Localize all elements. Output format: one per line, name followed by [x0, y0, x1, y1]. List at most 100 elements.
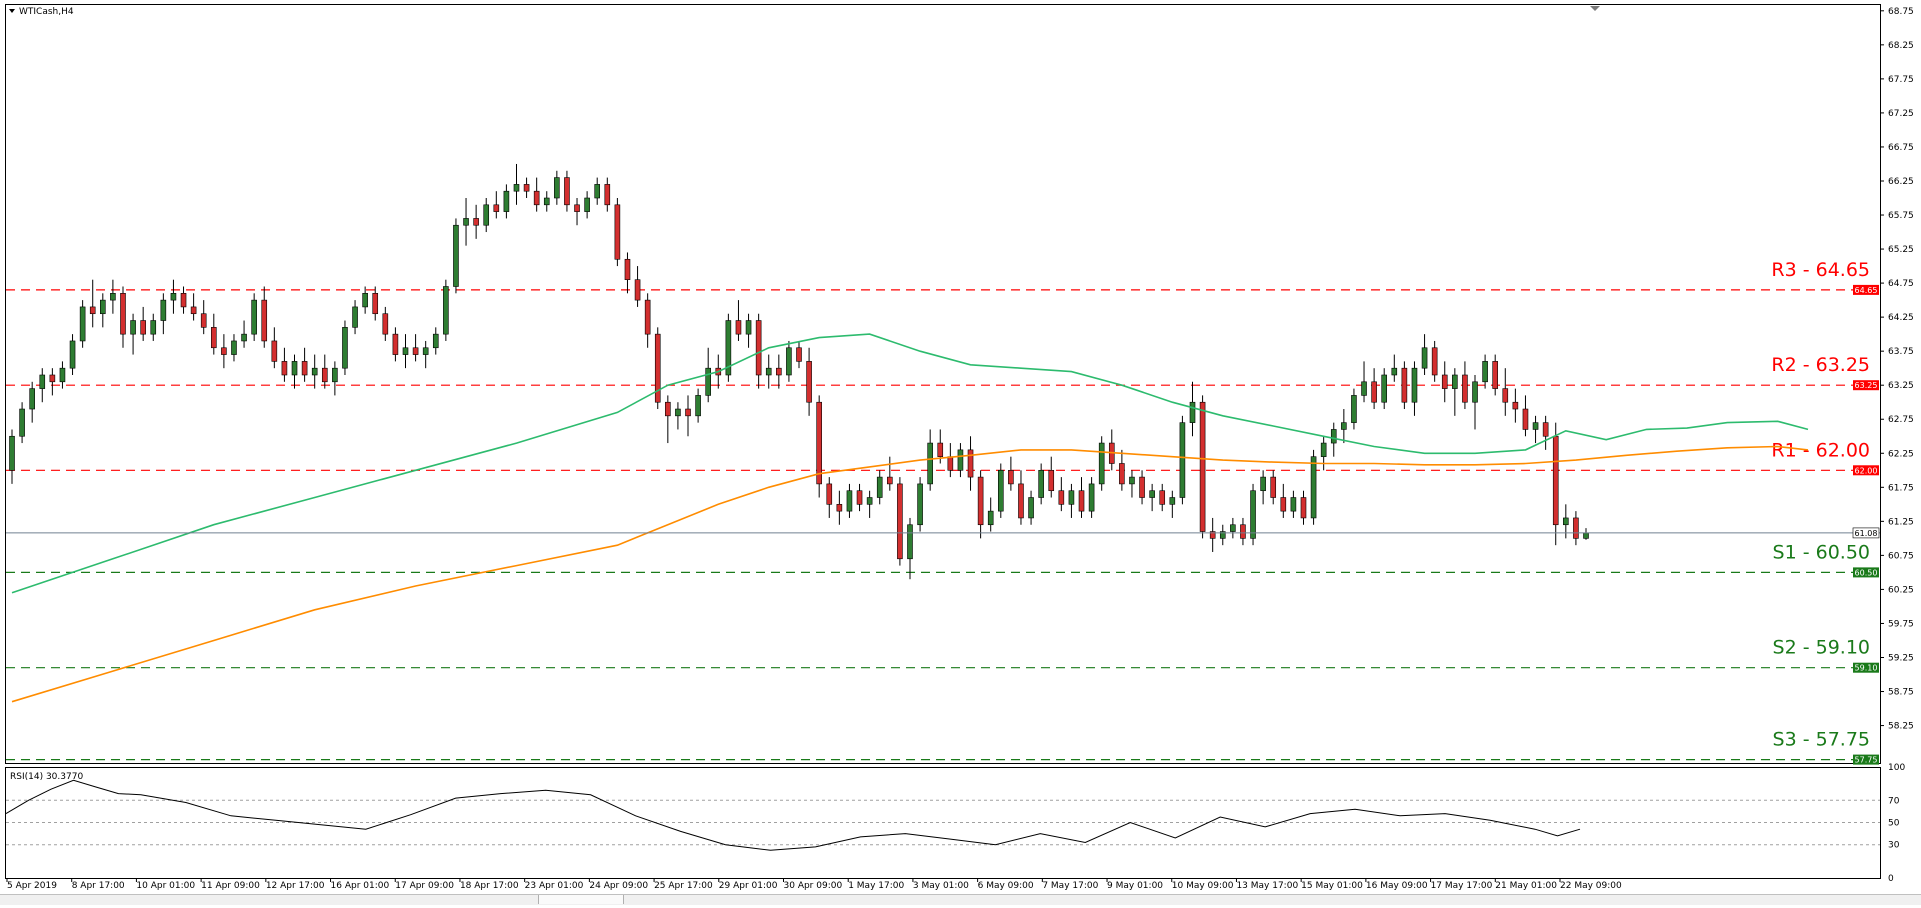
candle[interactable] [342, 320, 348, 375]
candle[interactable] [786, 340, 792, 382]
candle[interactable] [1341, 409, 1347, 444]
candle[interactable] [1310, 449, 1317, 525]
candle[interactable] [352, 300, 358, 335]
candle[interactable] [1129, 470, 1135, 498]
candle[interactable] [665, 395, 671, 444]
candle[interactable] [897, 477, 903, 566]
candle[interactable] [251, 293, 257, 341]
candle[interactable] [846, 483, 853, 518]
candle[interactable] [1159, 483, 1166, 512]
candle[interactable] [59, 361, 66, 389]
candle[interactable] [241, 320, 247, 348]
candle[interactable] [735, 300, 742, 341]
candle[interactable] [695, 388, 701, 423]
candle[interactable] [1209, 517, 1216, 552]
candle[interactable] [543, 191, 550, 212]
candle[interactable] [200, 300, 207, 335]
candle[interactable] [917, 477, 923, 532]
candle[interactable] [654, 327, 661, 410]
candle[interactable] [100, 293, 106, 328]
candle[interactable] [1068, 483, 1075, 518]
candle[interactable] [271, 327, 278, 369]
candle[interactable] [987, 497, 994, 532]
candle[interactable] [1573, 511, 1579, 546]
candle[interactable] [150, 313, 157, 341]
candle[interactable] [1330, 422, 1337, 457]
candle[interactable] [634, 266, 641, 307]
candle[interactable] [210, 313, 217, 355]
candle[interactable] [1149, 483, 1155, 512]
candle[interactable] [745, 313, 752, 348]
candle[interactable] [1351, 388, 1357, 430]
candle[interactable] [372, 286, 379, 321]
candle[interactable] [997, 463, 1004, 518]
candle[interactable] [29, 381, 35, 423]
candle[interactable] [120, 286, 126, 348]
candle[interactable] [160, 293, 167, 335]
chart-tab[interactable] [538, 895, 624, 904]
candle[interactable] [594, 177, 601, 205]
candle[interactable] [796, 340, 802, 369]
candle[interactable] [9, 429, 15, 484]
candle[interactable] [1139, 470, 1145, 505]
candle[interactable] [624, 252, 631, 294]
candle[interactable] [675, 402, 681, 430]
candle[interactable] [755, 313, 762, 389]
candle[interactable] [1179, 415, 1186, 505]
candle[interactable] [765, 354, 772, 389]
candle[interactable] [776, 354, 782, 389]
candle[interactable] [876, 470, 883, 505]
candle[interactable] [564, 170, 570, 212]
candle[interactable] [1088, 477, 1095, 518]
candle[interactable] [957, 443, 964, 478]
candle[interactable] [1240, 517, 1246, 546]
candle[interactable] [533, 177, 540, 212]
candle[interactable] [473, 204, 479, 239]
candle[interactable] [806, 347, 812, 416]
candle[interactable] [1280, 483, 1287, 518]
candle[interactable] [392, 327, 399, 362]
candle[interactable] [1018, 470, 1024, 525]
candle[interactable] [887, 456, 893, 491]
candle[interactable] [432, 327, 439, 355]
shift-marker-icon[interactable] [1590, 6, 1600, 11]
candle[interactable] [140, 306, 146, 341]
candle[interactable] [79, 300, 86, 348]
candle[interactable] [69, 334, 76, 375]
candle[interactable] [513, 163, 520, 205]
candle[interactable] [39, 368, 46, 403]
candle[interactable] [463, 198, 469, 246]
candle[interactable] [1421, 334, 1428, 375]
candle[interactable] [1431, 340, 1438, 382]
candle[interactable] [523, 177, 530, 199]
candle[interactable] [1472, 374, 1478, 430]
candle[interactable] [19, 402, 25, 444]
candle[interactable] [1270, 470, 1277, 505]
candle[interactable] [574, 198, 580, 226]
candle[interactable] [614, 198, 621, 267]
candle[interactable] [362, 286, 368, 314]
candle[interactable] [1078, 477, 1085, 518]
candle[interactable] [1482, 354, 1488, 389]
candle[interactable] [321, 354, 328, 389]
candle[interactable] [816, 395, 822, 498]
candle[interactable] [1532, 415, 1539, 444]
candle[interactable] [130, 313, 136, 355]
candle[interactable] [443, 279, 449, 341]
candle[interactable] [1462, 361, 1468, 410]
candle[interactable] [554, 170, 560, 205]
chart-menu-icon[interactable] [9, 9, 15, 13]
candle[interactable] [1189, 381, 1196, 437]
candle[interactable] [180, 286, 187, 314]
candle[interactable] [1371, 368, 1377, 410]
candle[interactable] [584, 191, 590, 219]
candle[interactable] [836, 490, 843, 525]
candle[interactable] [1199, 395, 1206, 539]
candle[interactable] [1028, 490, 1034, 525]
candle[interactable] [1048, 456, 1055, 498]
candle[interactable] [1502, 368, 1509, 416]
candle[interactable] [826, 477, 833, 518]
candle[interactable] [1300, 490, 1307, 525]
candle[interactable] [412, 334, 419, 362]
